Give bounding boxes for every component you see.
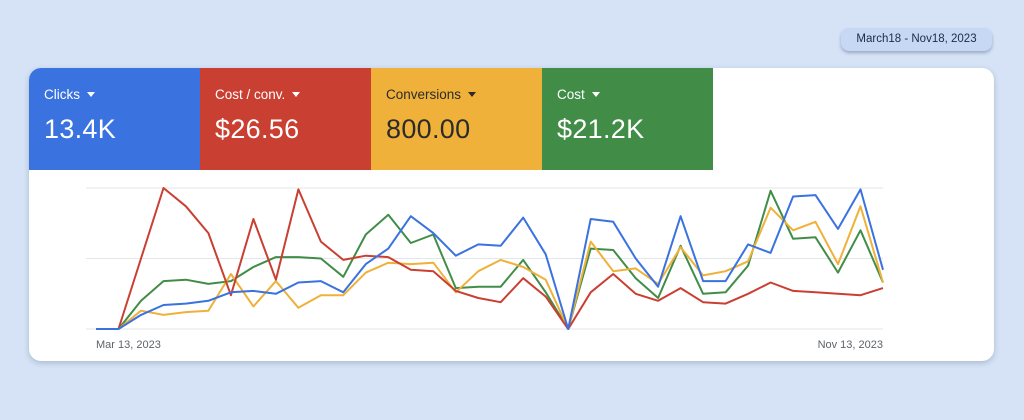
caret-down-icon: [468, 92, 477, 97]
caret-down-icon: [292, 92, 301, 97]
x-tick-label-end: Nov 13, 2023: [818, 339, 883, 351]
x-tick-label-start: Mar 13, 2023: [96, 339, 161, 351]
metric-label: Conversions: [386, 87, 462, 102]
performance-card: Clicks 13.4K Cost / conv. $26.56 Convers…: [29, 68, 994, 361]
caret-down-icon: [87, 92, 95, 97]
caret-down-icon: [591, 92, 600, 97]
metric-tile-conversions[interactable]: Conversions 800.00: [371, 68, 542, 170]
metric-value: 800.00: [386, 114, 471, 144]
metric-value: $21.2K: [557, 114, 645, 144]
metric-label: Cost: [557, 87, 585, 102]
metric-value: 13.4K: [44, 114, 117, 144]
metric-label: Cost / conv.: [215, 87, 286, 102]
metric-tile-clicks[interactable]: Clicks 13.4K: [29, 68, 200, 170]
date-range-pill[interactable]: March18 - Nov18, 2023: [841, 28, 992, 51]
series-line-conversions: [96, 205, 884, 330]
series-line-cost: [96, 189, 884, 330]
line-chart: Mar 13, 2023 Nov 13, 2023: [86, 187, 884, 351]
series-line-cost-conv: [96, 187, 884, 330]
metric-tile-cost-per-conversion[interactable]: Cost / conv. $26.56: [200, 68, 371, 170]
metric-label: Clicks: [44, 87, 80, 102]
series-line-clicks: [96, 188, 884, 330]
metric-tile-cost[interactable]: Cost $21.2K: [542, 68, 713, 170]
metric-value: $26.56: [215, 114, 300, 144]
